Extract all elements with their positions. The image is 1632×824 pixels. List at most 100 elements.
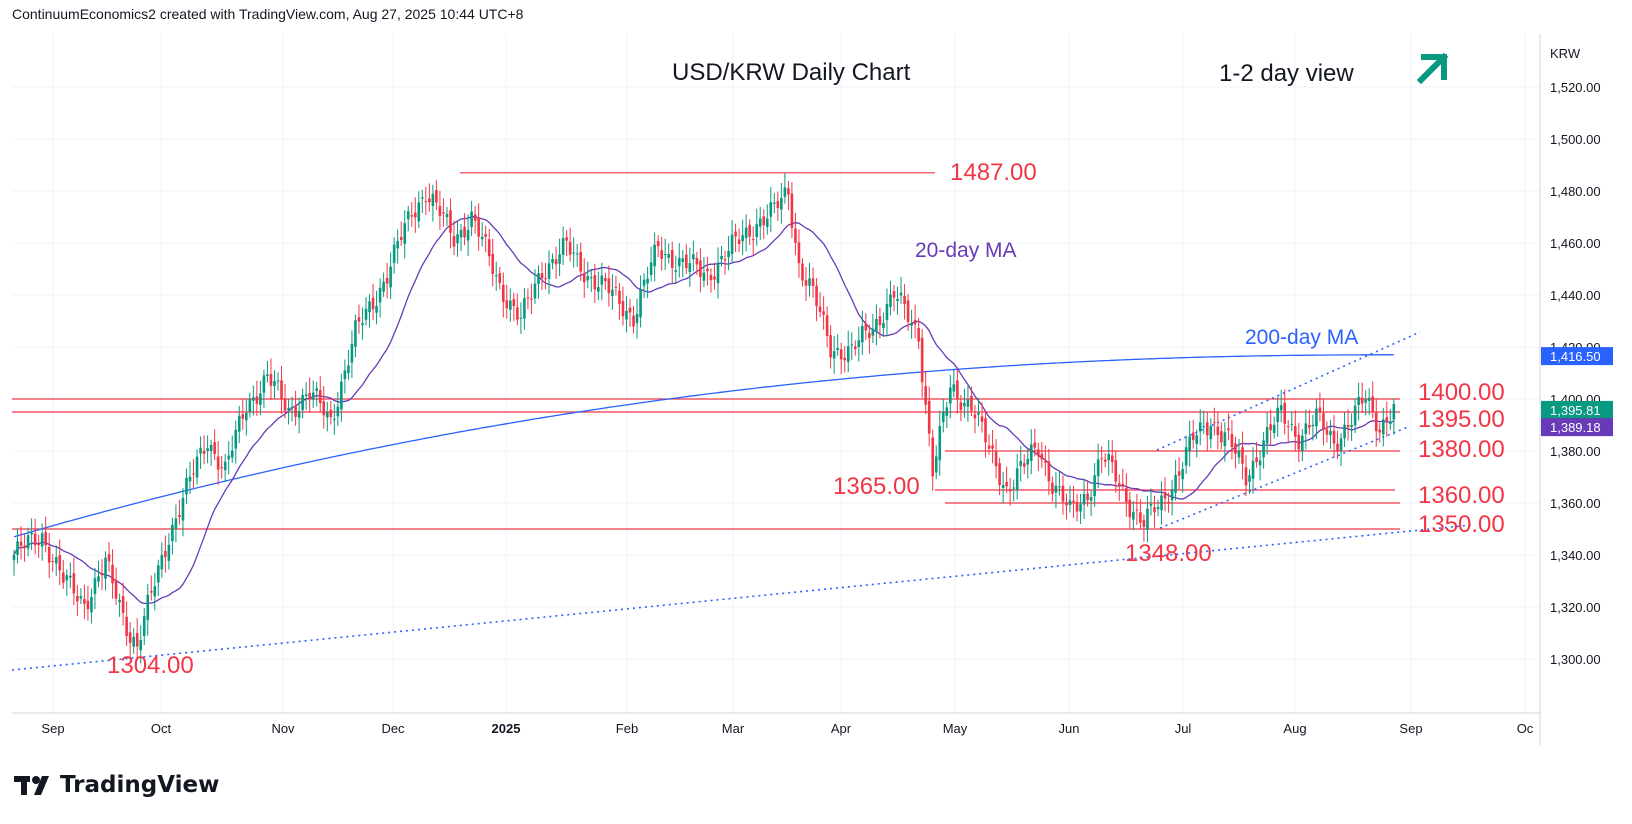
candle-body (1230, 434, 1234, 448)
candle-body (1019, 460, 1023, 466)
level-label-1487.00: 1487.00 (950, 159, 1037, 186)
candle-body (699, 260, 702, 277)
candle-body (501, 284, 505, 302)
candle-body (428, 198, 431, 203)
candle-body (1276, 407, 1279, 423)
candle-body (245, 412, 248, 421)
candle-body (413, 212, 417, 218)
candle-body (16, 541, 19, 555)
candle-body (811, 278, 815, 286)
candle-body (494, 275, 498, 277)
candle-body (406, 211, 410, 220)
candle-body (913, 319, 917, 325)
candle-body (600, 275, 604, 285)
candle-body (808, 278, 811, 286)
candle-body (1290, 423, 1294, 425)
candle-body (945, 407, 949, 416)
candle-body (987, 445, 991, 449)
candle-body (790, 193, 794, 228)
candle-body (878, 316, 882, 326)
candle-body (991, 445, 994, 449)
candle-body (639, 289, 642, 318)
candle-body (142, 616, 146, 636)
candle-body (748, 224, 751, 237)
candle-body (1389, 421, 1392, 425)
candle-body (607, 278, 611, 294)
candle-body (941, 412, 945, 423)
candle-body (540, 273, 544, 279)
candle-body (1153, 507, 1156, 513)
candle-body (1072, 500, 1075, 503)
candle-body (1251, 460, 1255, 479)
candle-body (1184, 447, 1188, 466)
trendlines (11, 331, 1472, 671)
candle-body (1093, 475, 1096, 497)
candle-body (297, 411, 301, 418)
tradingview-logo[interactable]: TradingView (14, 772, 219, 798)
candle-body (283, 398, 287, 411)
candle-body (76, 596, 79, 602)
candle-body (315, 388, 319, 391)
candle-body (385, 277, 389, 284)
candle-body (984, 418, 987, 443)
candle-body (1174, 474, 1177, 493)
candle-body (1089, 497, 1093, 501)
candle-body (1237, 450, 1241, 458)
candle-body (931, 437, 935, 477)
candle-body (769, 202, 773, 217)
candle-body (97, 576, 100, 582)
candle-body (1262, 440, 1265, 458)
candle-body (737, 239, 741, 244)
candle-body (857, 340, 861, 348)
channel-lower-trendline (1159, 426, 1409, 529)
candle-body (164, 551, 167, 558)
currency-badge (1542, 40, 1590, 66)
candle-body (1065, 502, 1068, 506)
candle-body (632, 315, 635, 327)
candle-body (730, 234, 734, 255)
candle-body (230, 450, 234, 458)
candle-body (1029, 444, 1033, 461)
candle-body (90, 597, 93, 613)
candle-body (586, 276, 590, 281)
candle-body (484, 234, 487, 237)
candle-body (744, 227, 748, 238)
candle-body (875, 319, 878, 332)
candle-body (572, 252, 575, 254)
candle-body (1265, 427, 1269, 444)
candle-body (1156, 507, 1160, 510)
candle-body (1329, 431, 1332, 436)
candle-body (100, 572, 104, 576)
candle-body (470, 211, 473, 228)
candle-body (839, 349, 843, 360)
candle-body (139, 639, 143, 651)
price-tick-label: 1,360.00 (1550, 496, 1601, 511)
candle-body (223, 461, 227, 471)
candle-body (421, 197, 424, 199)
candle-body (910, 323, 913, 326)
time-tick-label: Jun (1059, 721, 1080, 736)
candle-body (160, 554, 164, 570)
candle-body (399, 237, 403, 240)
candle-body (575, 253, 579, 255)
level-label-1400.00: 1400.00 (1418, 379, 1505, 406)
candle-body (614, 286, 618, 288)
candle-body (1037, 449, 1040, 456)
candle-body (1117, 483, 1121, 486)
candle-body (452, 236, 456, 247)
candle-body (692, 254, 695, 260)
candle-body (681, 258, 685, 262)
candle-body (1301, 435, 1304, 452)
candle-body (1332, 430, 1336, 444)
candle-body (1146, 508, 1149, 530)
candle-body (618, 290, 621, 305)
candle-body (787, 188, 790, 195)
time-tick-label: Aug (1283, 721, 1306, 736)
candle-body (1026, 458, 1030, 465)
candle-body (751, 239, 755, 241)
candle-body (171, 524, 174, 542)
candle-body (128, 632, 132, 643)
candle-body (304, 394, 308, 397)
candle-body (1040, 453, 1044, 460)
